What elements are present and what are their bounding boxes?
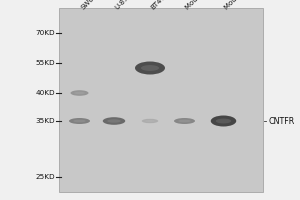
Text: BT474: BT474: [150, 0, 170, 10]
Text: U-87MG: U-87MG: [114, 0, 138, 10]
Text: Mouse brain: Mouse brain: [184, 0, 219, 10]
Ellipse shape: [69, 118, 90, 124]
Ellipse shape: [216, 119, 231, 123]
Ellipse shape: [178, 120, 191, 122]
Ellipse shape: [103, 117, 125, 125]
Text: CNTFR: CNTFR: [268, 116, 295, 126]
Text: Mouse skeletal muscle: Mouse skeletal muscle: [224, 0, 284, 10]
Text: 40KD: 40KD: [36, 90, 55, 96]
Ellipse shape: [74, 92, 85, 94]
Ellipse shape: [135, 62, 165, 74]
Ellipse shape: [141, 65, 159, 71]
Ellipse shape: [73, 120, 86, 122]
Text: 35KD: 35KD: [36, 118, 55, 124]
Text: 70KD: 70KD: [36, 30, 55, 36]
Ellipse shape: [107, 119, 121, 123]
Ellipse shape: [142, 119, 158, 123]
Ellipse shape: [211, 116, 236, 127]
Ellipse shape: [145, 120, 155, 122]
Text: SW620: SW620: [80, 0, 101, 10]
Ellipse shape: [70, 90, 88, 96]
Bar: [58, 8, 262, 192]
Ellipse shape: [174, 118, 195, 124]
Text: 55KD: 55KD: [36, 60, 55, 66]
Text: 25KD: 25KD: [36, 174, 55, 180]
